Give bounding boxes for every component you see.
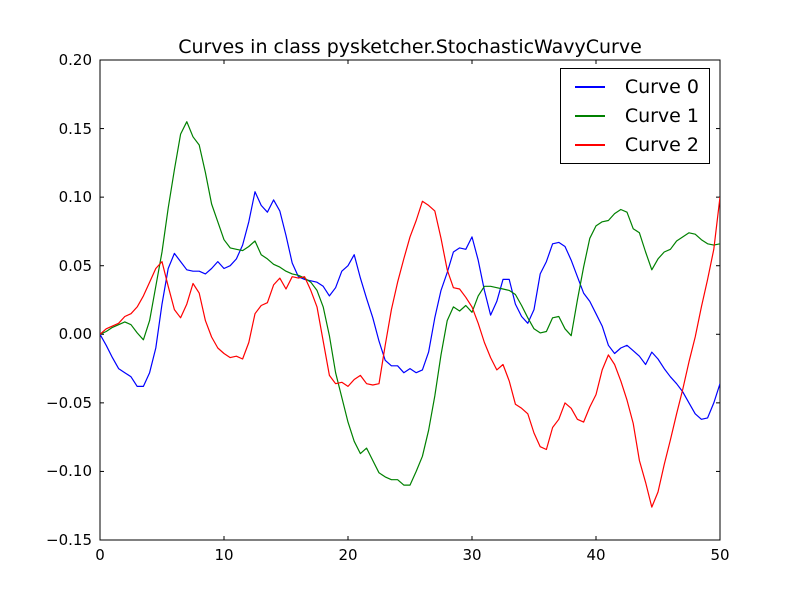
y-tick-label: 0.15: [58, 120, 92, 138]
x-tick-label: 10: [214, 546, 234, 564]
y-tick-label: 0.10: [58, 188, 92, 206]
legend-line-sample: [575, 86, 605, 89]
legend: Curve 0 Curve 1 Curve 2: [560, 68, 710, 164]
x-tick-label: 40: [586, 546, 606, 564]
curves-group: [100, 121, 720, 508]
y-tick-label: −0.15: [46, 531, 92, 549]
legend-item: Curve 1: [561, 102, 709, 131]
y-tick-label: 0.20: [58, 51, 92, 69]
curve-0-line: [100, 191, 720, 420]
x-tick-label: 0: [95, 546, 105, 564]
legend-line-sample: [575, 115, 605, 117]
legend-item: Curve 0: [561, 73, 709, 102]
legend-label: Curve 0: [624, 76, 699, 99]
x-tick-label: 30: [462, 546, 482, 564]
axis-ticks: [99, 59, 721, 541]
y-tick-label: −0.05: [46, 394, 92, 412]
y-tick-label: 0.00: [58, 325, 92, 343]
x-tick-label: 20: [338, 546, 358, 564]
curve-2-line: [100, 197, 720, 508]
chart-title: Curves in class pysketcher.StochasticWav…: [178, 36, 642, 58]
y-tick-label: 0.05: [58, 257, 92, 275]
legend-label: Curve 2: [624, 133, 699, 156]
curve-1-line: [100, 121, 720, 486]
legend-line-sample: [575, 143, 605, 146]
x-tick-label: 50: [710, 546, 730, 564]
legend-label: Curve 1: [624, 105, 699, 127]
y-tick-label: −0.10: [46, 462, 92, 480]
legend-item: Curve 2: [561, 130, 709, 159]
